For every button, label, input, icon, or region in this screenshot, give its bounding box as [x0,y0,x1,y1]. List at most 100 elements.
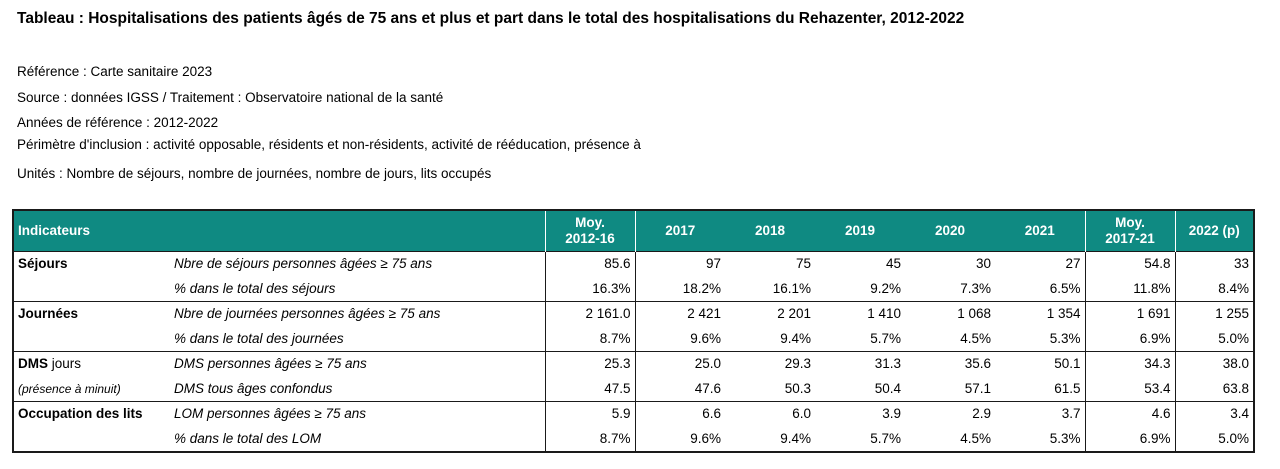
row-group-label: Occupation des lits [13,400,170,426]
header-col: Moy. 2012-16 [544,210,635,251]
cell-value: 5.0% [1174,326,1254,351]
row-group-label: DMS jours [13,350,170,376]
cell-value: 8.7% [544,326,635,351]
cell-value: 5.3% [1049,330,1081,346]
header-indicateurs: Indicateurs [18,222,91,238]
header-col: 2021 [1024,222,1055,238]
cell-value: 31.3 [815,350,905,376]
cell-value: 34.3 [1084,350,1175,376]
cell-value: 45 [815,250,905,276]
cell-value: 16.1% [772,280,811,296]
cell-value: 5.9 [544,400,635,426]
cell-value: 54.8 [1084,250,1175,276]
cell-value: 8.4% [1174,276,1254,301]
cell-value: 6.0 [725,400,815,426]
cell-value: 35.6 [905,350,995,376]
row-group-label: Journées [13,300,170,326]
cell-value: 6.9% [1084,426,1175,452]
cell-value: 25.0 [634,350,725,376]
cell-value: 5.0% [1174,426,1254,452]
row-description: LOM personnes âgées ≥ 75 ans [170,400,545,426]
cell-value: 53.4 [1084,376,1175,401]
cell-value: 9.4% [780,330,811,346]
header-col: 2022 (p) [1174,210,1254,251]
page-title: Tableau : Hospitalisations des patients … [17,10,965,27]
row-description: Nbre de journées personnes âgées ≥ 75 an… [170,300,545,326]
header-col: 2020 [934,222,966,238]
cell-value: 9.2% [870,280,901,296]
meta-unites: Unités : Nombre de séjours, nombre de jo… [17,166,492,181]
cell-value: 1 255 [1174,300,1254,326]
cell-value: 3.4 [1174,400,1254,426]
cell-value: 27 [995,250,1085,276]
cell-value: 16.3% [544,276,635,301]
cell-value: 50.3 [784,380,811,396]
cell-value: 1 068 [905,300,995,326]
cell-value: 2 421 [634,300,725,326]
table-row: Journées Nbre de journées personnes âgées… [13,300,1254,326]
cell-value: 9.6% [634,426,725,452]
row-description: Nbre de séjours personnes âgées ≥ 75 ans [170,250,545,276]
table-row: % dans le total des séjours 16.3% 18.2% 16.… [13,276,1254,301]
row-group-label [13,326,170,351]
cell-value: 47.5 [544,376,635,401]
row-group-label [13,276,170,301]
cell-value: 4.5% [960,430,991,446]
row-description: DMS tous âges confondus [174,380,333,396]
cell-value: 3.7 [995,400,1085,426]
meta-reference: Référence : Carte sanitaire 2023 [17,64,213,79]
meta-source: Source : données IGSS / Traitement : Obs… [17,90,444,105]
row-description: DMS personnes âgées ≥ 75 ans [170,350,545,376]
table-row: (présence à minuit) DMS tous âges confond… [13,376,1254,401]
cell-value: 25.3 [544,350,635,376]
table-row: Séjours Nbre de séjours personnes âgées ≥… [13,250,1254,276]
cell-value: 1 410 [815,300,905,326]
table-row: DMS jours DMS personnes âgées ≥ 75 ans 25.… [13,350,1254,376]
cell-value: 47.6 [634,376,725,401]
cell-value: 1 691 [1084,300,1175,326]
header-col: 2018 [754,222,786,238]
row-description: % dans le total des journées [174,330,344,346]
cell-value: 1 354 [995,300,1085,326]
cell-value: 4.5% [960,330,991,346]
table-header-row: Indicateurs Moy. 2012-16 2017 2018 2019 2… [13,210,1254,251]
row-group-label [13,426,170,452]
cell-value: 2.9 [905,400,995,426]
hospitalisations-table: Indicateurs Moy. 2012-16 2017 2018 2019 2… [12,209,1255,453]
cell-value: 18.2% [634,276,725,301]
meta-perimetre: Périmètre d'inclusion : activité opposab… [17,137,641,152]
cell-value: 8.7% [544,426,635,452]
cell-value: 6.6 [634,400,725,426]
cell-value: 3.9 [815,400,905,426]
cell-value: 9.6% [634,326,725,351]
cell-value: 5.7% [870,330,901,346]
cell-value: 61.5 [1054,380,1081,396]
header-col: 2017 [634,210,725,251]
cell-value: 85.6 [544,250,635,276]
cell-value: 75 [725,250,815,276]
cell-value: 6.5% [1049,280,1081,296]
cell-value: 97 [634,250,725,276]
cell-value: 50.4 [874,380,901,396]
cell-value: 30 [905,250,995,276]
header-col: Moy. 2017-21 [1084,210,1175,251]
cell-value: 7.3% [960,280,991,296]
cell-value: 5.7% [870,430,901,446]
cell-value: 2 161.0 [544,300,635,326]
cell-value: 33 [1174,250,1254,276]
header-col: 2019 [844,222,876,238]
cell-value: 38.0 [1174,350,1254,376]
cell-value: 5.3% [1049,430,1081,446]
cell-value: 4.6 [1084,400,1175,426]
row-group-label: (présence à minuit) [18,381,121,396]
meta-annees: Années de référence : 2012-2022 [17,115,219,130]
row-description: % dans le total des séjours [174,280,336,296]
cell-value: 6.9% [1084,326,1175,351]
cell-value: 57.1 [964,380,991,396]
table-row: % dans le total des journées 8.7% 9.6% 9.4%… [13,326,1254,351]
cell-value: 63.8 [1174,376,1254,401]
row-group-label: Séjours [13,250,170,276]
cell-value: 9.4% [780,430,811,446]
table-row: Occupation des lits LOM personnes âgées ≥… [13,400,1254,426]
cell-value: 29.3 [725,350,815,376]
